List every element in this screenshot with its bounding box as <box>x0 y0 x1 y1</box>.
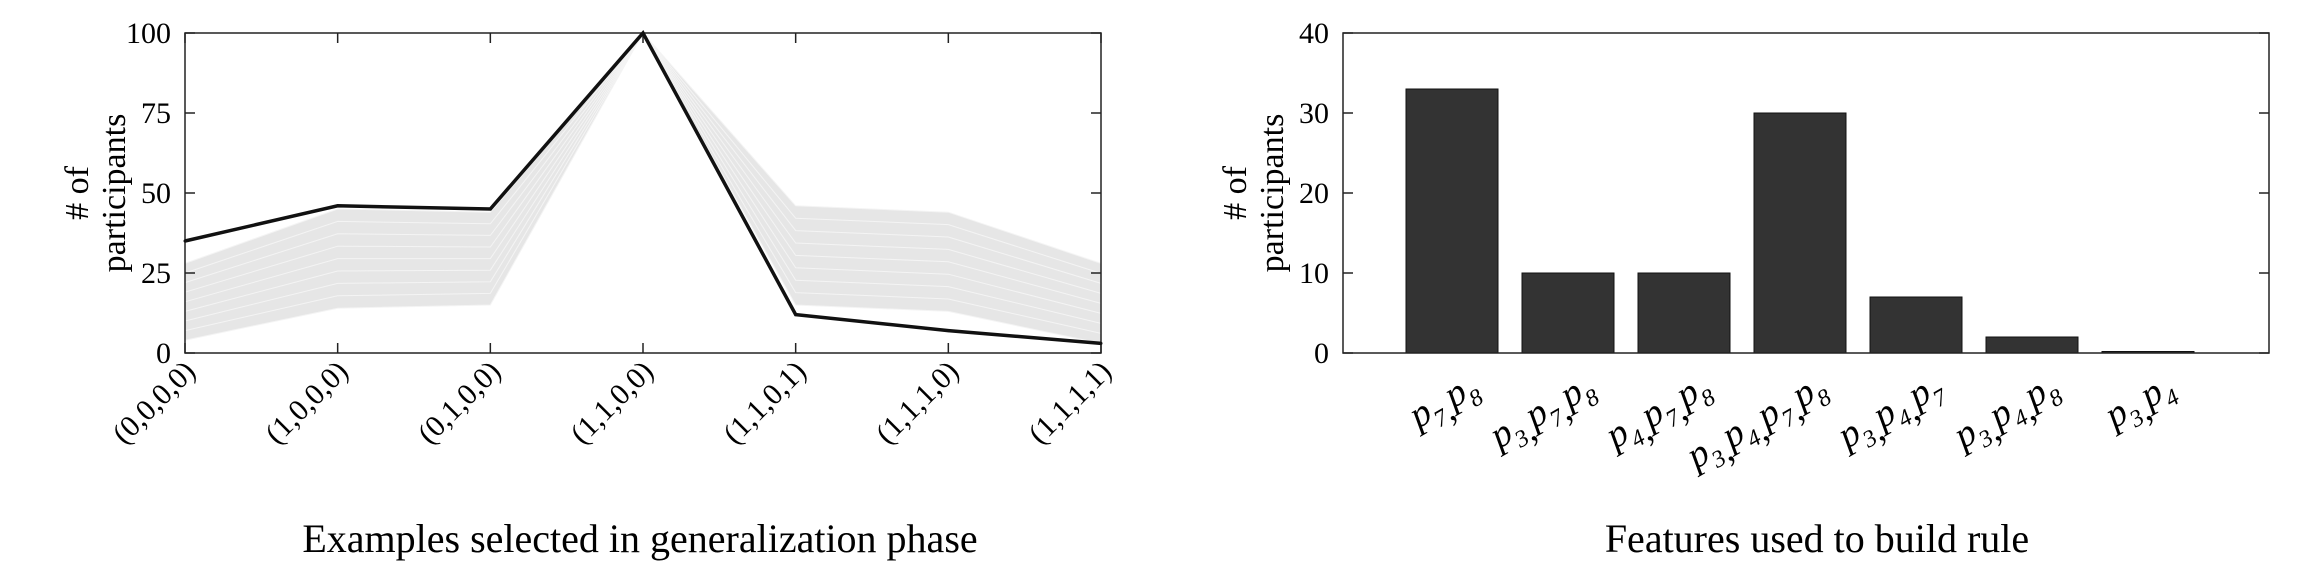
y-axis-left: 0 25 50 75 100 <box>126 17 1101 370</box>
series-point <box>488 207 492 211</box>
x-tick-label: (1,1,0,1) <box>717 355 813 451</box>
x-tick-label: (1,1,1,0) <box>869 355 965 451</box>
series-point <box>641 31 645 35</box>
bar <box>1521 272 1615 354</box>
participant-band <box>184 31 1102 344</box>
bars <box>1405 88 2195 354</box>
participant-range-band <box>185 33 1101 344</box>
x-axis-title-left: Examples selected in generalization phas… <box>302 516 977 561</box>
y-tick-label: 25 <box>141 257 171 290</box>
x-tick-label: p3,p7,p8 <box>1480 364 1606 467</box>
x-tick-label: (1,1,0,0) <box>564 355 660 451</box>
y-axis-right: 0 10 20 30 40 <box>1299 17 2269 370</box>
y-axis-title-line2-right: participants <box>1254 114 1291 273</box>
x-tick-label: (0,0,0,0) <box>106 355 202 451</box>
x-tick-label: p3,p4,p7,p8 <box>1677 364 1838 487</box>
y-tick-label: 30 <box>1299 97 1329 130</box>
series-point <box>336 204 340 208</box>
y-tick-label: 50 <box>141 177 171 210</box>
x-tick-label: p3,p4,p7 <box>1828 364 1954 467</box>
y-axis-title-line1-right: # of <box>1217 165 1254 220</box>
y-tick-label: 0 <box>156 337 171 370</box>
y-tick-label: 10 <box>1299 257 1329 290</box>
line-chart: 0 25 50 75 100 (0,0,0,0) (1,0,0,0) (0,1,0,0) (1… <box>59 17 1118 561</box>
x-tick-label: p3,p4,p8 <box>1944 364 2070 467</box>
y-tick-label: 100 <box>126 17 171 50</box>
series-point <box>183 239 187 243</box>
y-tick-label: 20 <box>1299 177 1329 210</box>
x-tick-label: (0,1,0,0) <box>411 355 507 451</box>
x-tick-label: (1,1,1,1) <box>1022 355 1118 451</box>
series-point <box>1099 341 1103 345</box>
x-tick-label: (1,0,0,0) <box>259 355 355 451</box>
y-tick-label: 75 <box>141 97 171 130</box>
bar <box>1405 88 1499 354</box>
x-axis-title-right: Features used to build rule <box>1605 516 2029 561</box>
y-axis-title-line1-left: # of <box>59 165 96 220</box>
bar <box>1985 336 2079 354</box>
bar <box>1869 296 1963 354</box>
series-point <box>794 313 798 317</box>
series-point <box>946 329 950 333</box>
y-axis-title-line2-left: participants <box>96 114 133 273</box>
y-tick-label: 40 <box>1299 17 1329 50</box>
x-tick-label: p3,p4 <box>2095 364 2186 446</box>
x-tick-label: p7,p8 <box>1399 364 1490 446</box>
highlight-series <box>183 29 1103 346</box>
bar <box>1753 112 1847 354</box>
y-tick-label: 0 <box>1314 337 1329 370</box>
x-axis-right: p7,p8p3,p7,p8p4,p7,p8p3,p4,p7,p8p3,p4,p7… <box>1399 364 2186 487</box>
bar <box>1637 272 1731 354</box>
